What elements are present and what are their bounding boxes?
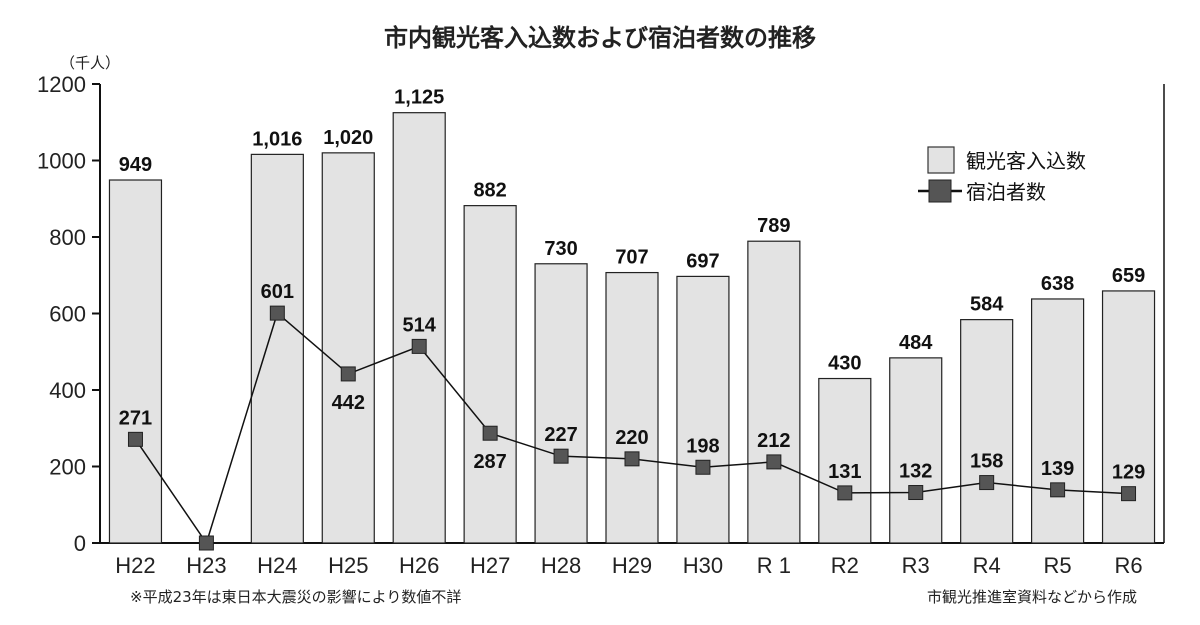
bar	[747, 240, 801, 544]
bar	[605, 271, 659, 544]
bar-value-label: 789	[757, 215, 790, 237]
x-tick-label: H30	[683, 553, 723, 578]
line-value-label: 131	[828, 461, 861, 483]
bar	[463, 205, 517, 544]
y-tick-label: 1200	[37, 72, 86, 97]
note-left: ※平成23年は東日本大震災の影響により数値不詳	[130, 588, 461, 606]
y-tick-label: 1000	[37, 149, 86, 174]
bar	[250, 153, 304, 544]
bar	[534, 263, 588, 544]
bar-value-label: 638	[1041, 273, 1074, 295]
line-point	[837, 485, 853, 501]
line-value-label: 601	[261, 281, 294, 303]
data-labels: 949 1,016 1,020 1,125 882 730 707 697 789 430 484 5…	[119, 87, 1145, 484]
line-value-label: 132	[899, 461, 932, 483]
x-tick-label: H22	[115, 553, 155, 578]
y-tick-label: 0	[74, 531, 86, 556]
line-value-label: 287	[473, 451, 506, 473]
line-point	[695, 459, 711, 475]
line-point	[340, 366, 356, 382]
x-tick-label: H23	[186, 553, 226, 578]
line-value-label: 514	[403, 314, 437, 336]
x-tick-label: R 1	[757, 553, 791, 578]
bar	[321, 152, 375, 544]
line-point	[198, 535, 214, 551]
x-tick-label: R3	[902, 553, 930, 578]
bar	[676, 275, 730, 544]
x-tick-label: H28	[541, 553, 581, 578]
y-tick-label: 800	[49, 225, 86, 250]
bar-series	[108, 112, 1156, 544]
bar-value-label: 484	[899, 332, 933, 354]
bar-value-label: 584	[970, 294, 1004, 316]
legend: 観光客入込数 宿泊者数	[918, 146, 1086, 204]
line-point	[979, 475, 995, 491]
x-tick-label: H27	[470, 553, 510, 578]
bar	[392, 112, 446, 544]
bar	[818, 377, 872, 544]
line-point	[1121, 486, 1137, 502]
line-series	[127, 305, 1137, 551]
bar-value-label: 1,125	[394, 87, 444, 109]
line-value-label: 271	[119, 407, 152, 429]
unit-label: （千人）	[60, 54, 120, 72]
line-point	[269, 305, 285, 321]
line-value-label: 220	[615, 427, 648, 449]
line-point	[553, 448, 569, 464]
line-value-label: 442	[332, 392, 365, 414]
x-tick-label: R5	[1044, 553, 1072, 578]
bar-value-label: 430	[828, 353, 861, 375]
legend-bar-swatch	[927, 146, 955, 174]
x-tick-label: H26	[399, 553, 439, 578]
line-point	[482, 425, 498, 441]
x-tick-label: H29	[612, 553, 652, 578]
y-tick-label: 600	[49, 302, 86, 327]
axes: 0 200 400 600 800 1000 1200 H22 H23 H24 H25 H26 H27 H…	[37, 72, 1165, 578]
chart-title: 市内観光客入込数および宿泊者数の推移	[384, 24, 816, 52]
legend-line-marker	[928, 179, 952, 203]
bar-value-label: 707	[615, 247, 648, 269]
bar	[889, 357, 943, 544]
bar	[960, 319, 1014, 544]
line-point	[1050, 482, 1066, 498]
line-point	[127, 431, 143, 447]
bar-value-label: 1,020	[323, 127, 373, 149]
line-point	[624, 451, 640, 467]
x-tick-label: R6	[1114, 553, 1142, 578]
x-tick-label: R2	[831, 553, 859, 578]
bar-value-label: 882	[473, 180, 506, 202]
bar-value-label: 949	[119, 154, 152, 176]
legend-line-label: 宿泊者数	[966, 180, 1046, 204]
legend-bar-label: 観光客入込数	[966, 149, 1086, 173]
line-value-label: 129	[1112, 462, 1145, 484]
bar-value-label: 730	[544, 238, 577, 260]
x-tick-label: H24	[257, 553, 297, 578]
bar	[1030, 298, 1085, 544]
y-tick-label: 200	[49, 455, 86, 480]
line-value-label: 139	[1041, 458, 1074, 480]
bar	[1101, 290, 1156, 544]
bar	[108, 179, 163, 544]
bar-value-label: 659	[1112, 265, 1145, 287]
line-point	[908, 485, 924, 501]
line-point	[411, 338, 427, 354]
line-value-label: 212	[757, 430, 790, 452]
line-value-label: 158	[970, 451, 1003, 473]
line-value-label: 198	[686, 435, 719, 457]
line-value-label: 227	[544, 424, 577, 446]
note-right: 市観光推進室資料などから作成	[927, 588, 1137, 606]
x-tick-label: R4	[973, 553, 1001, 578]
line-point	[766, 454, 782, 470]
y-tick-label: 400	[49, 378, 86, 403]
bar-value-label: 1,016	[252, 128, 302, 150]
x-tick-label: H25	[328, 553, 368, 578]
bar-value-label: 697	[686, 250, 719, 272]
